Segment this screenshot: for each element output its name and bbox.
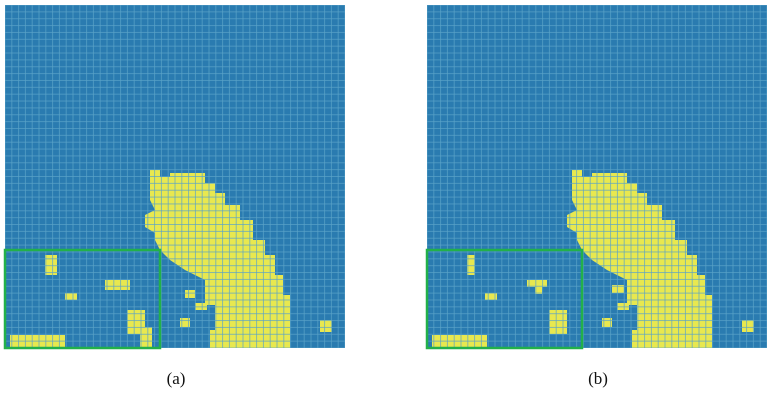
panel-label: (b) [588,369,608,388]
panel-b [427,5,767,348]
panel-a [5,5,345,348]
figure: (a) (b) [0,0,767,393]
panel-label: (a) [167,369,186,388]
